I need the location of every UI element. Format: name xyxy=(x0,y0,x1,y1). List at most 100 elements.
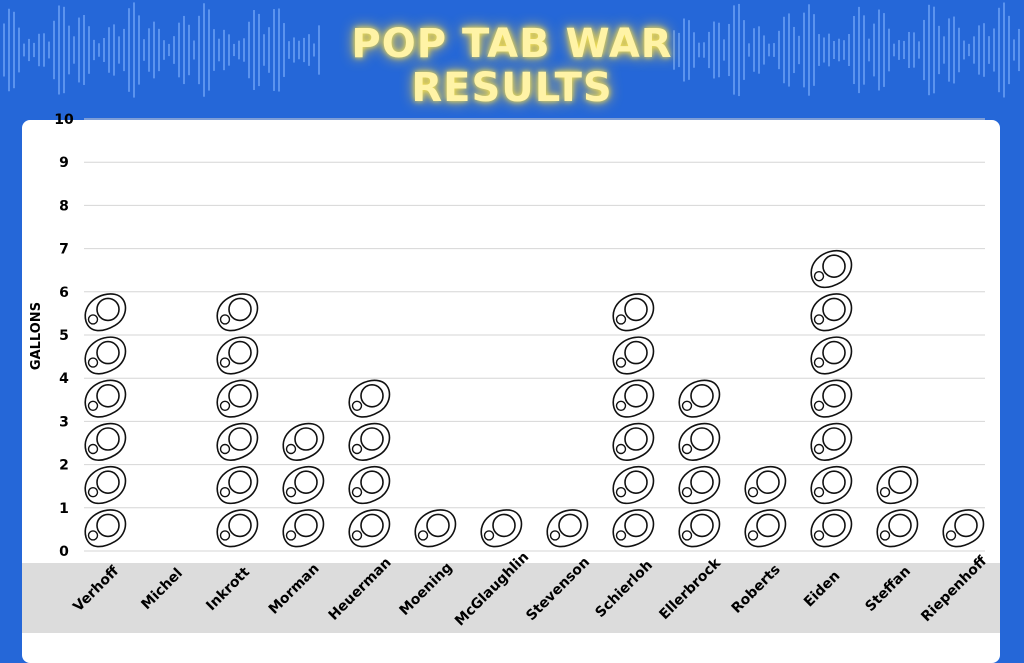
pop-tab-rivet xyxy=(219,487,231,498)
pop-tab-rivet xyxy=(285,443,297,455)
pop-tab-hole xyxy=(426,513,450,538)
pop-tab-rivet xyxy=(813,357,825,368)
pictograph-bar xyxy=(480,509,523,548)
pictograph-bar xyxy=(744,465,787,548)
pop-tab-rivet xyxy=(285,487,297,498)
icons xyxy=(942,509,985,548)
pop-tab-hole xyxy=(96,383,120,408)
pop-tab-rivet xyxy=(219,400,231,411)
pop-tab-rivet xyxy=(351,487,363,498)
icons xyxy=(678,379,721,548)
pop-tab-rivet xyxy=(813,487,825,498)
y-tick-label: 2 xyxy=(59,458,69,474)
pictograph-bar xyxy=(612,293,655,548)
pop-tab-hole xyxy=(228,427,252,451)
waveform xyxy=(3,2,1020,98)
pop-tab-hole xyxy=(756,470,780,495)
pop-tab-hole xyxy=(822,470,846,495)
pop-tab-hole xyxy=(228,297,252,322)
y-tick-label: 1 xyxy=(59,501,69,517)
pictograph-bar xyxy=(348,379,391,548)
y-tick-label: 4 xyxy=(59,371,69,387)
pop-tab-rivet xyxy=(285,530,297,541)
pop-tab-hole xyxy=(294,470,318,495)
pop-tab-rivet xyxy=(219,443,231,455)
pop-tab-rivet xyxy=(681,487,693,498)
pop-tab-hole xyxy=(624,297,648,322)
pop-tab-hole xyxy=(954,513,978,538)
pop-tab-rivet xyxy=(483,530,495,541)
pop-tab-rivet xyxy=(219,357,231,368)
pop-tab-hole xyxy=(690,383,714,408)
icons xyxy=(546,509,589,548)
pop-tab-rivet xyxy=(351,443,363,455)
pop-tab-rivet xyxy=(351,530,363,541)
pop-tab-rivet xyxy=(813,530,825,541)
y-tick-label: 8 xyxy=(59,198,69,214)
pop-tab-hole xyxy=(888,470,912,495)
pop-tab-rivet xyxy=(615,357,627,368)
chart-title: POP TAB WAR RESULTS xyxy=(351,21,673,111)
label-strip xyxy=(22,563,1000,633)
pop-tab-hole xyxy=(228,383,252,408)
pop-tab-hole xyxy=(96,470,120,495)
pop-tab-rivet xyxy=(351,400,363,411)
pop-tab-rivet xyxy=(945,530,957,541)
y-tick-label: 5 xyxy=(59,328,69,344)
y-tick-label: 6 xyxy=(59,285,69,301)
pictograph-bar xyxy=(678,379,721,548)
pop-tab-hole xyxy=(822,340,846,365)
pop-tab-hole xyxy=(492,513,516,538)
icons xyxy=(744,465,787,548)
y-tick-label: 7 xyxy=(59,242,69,258)
icons xyxy=(876,465,919,548)
pop-tab-hole xyxy=(690,513,714,538)
pop-tab-hole xyxy=(822,383,846,408)
pop-tab-rivet xyxy=(549,530,561,541)
icons xyxy=(282,422,325,548)
pop-tab-rivet xyxy=(813,400,825,411)
pop-tab-hole xyxy=(360,513,384,538)
pop-tab-hole xyxy=(96,297,120,322)
pop-tab-rivet xyxy=(87,487,99,498)
icons xyxy=(84,293,127,548)
pop-tab-hole xyxy=(558,513,582,538)
pop-tab-hole xyxy=(822,427,846,451)
pop-tab-hole xyxy=(294,513,318,538)
pop-tab-hole xyxy=(294,427,318,451)
pop-tab-rivet xyxy=(615,487,627,498)
pop-tab-hole xyxy=(756,513,780,538)
pop-tab-rivet xyxy=(813,314,825,325)
icons xyxy=(810,249,853,548)
pop-tab-rivet xyxy=(747,487,759,498)
pop-tab-rivet xyxy=(813,271,825,282)
pictograph-bar xyxy=(942,509,985,548)
pop-tab-hole xyxy=(360,383,384,408)
pop-tab-hole xyxy=(96,340,120,365)
pop-tab-hole xyxy=(822,254,846,279)
pop-tab-rivet xyxy=(87,357,99,368)
pop-tab-rivet xyxy=(615,314,627,325)
pop-tab-rivet xyxy=(615,443,627,455)
pictograph-bar xyxy=(282,422,325,548)
y-tick-label: 3 xyxy=(59,414,69,430)
pop-tab-rivet xyxy=(879,530,891,541)
icons xyxy=(480,509,523,548)
pop-tab-rivet xyxy=(87,443,99,455)
pictograph-bar xyxy=(414,509,457,548)
pictograph-bar xyxy=(546,509,589,548)
pop-tab-rivet xyxy=(219,530,231,541)
pop-tab-hole xyxy=(228,513,252,538)
pop-tab-hole xyxy=(228,470,252,495)
pictograph-bar xyxy=(84,293,127,548)
pop-tab-hole xyxy=(96,427,120,451)
pop-tab-rivet xyxy=(813,443,825,455)
pop-tab-hole xyxy=(360,470,384,495)
pop-tab-rivet xyxy=(417,530,429,541)
pop-tab-rivet xyxy=(615,530,627,541)
pictograph-bar xyxy=(216,293,259,548)
pop-tab-hole xyxy=(624,427,648,451)
y-tick-label: 10 xyxy=(54,112,74,128)
